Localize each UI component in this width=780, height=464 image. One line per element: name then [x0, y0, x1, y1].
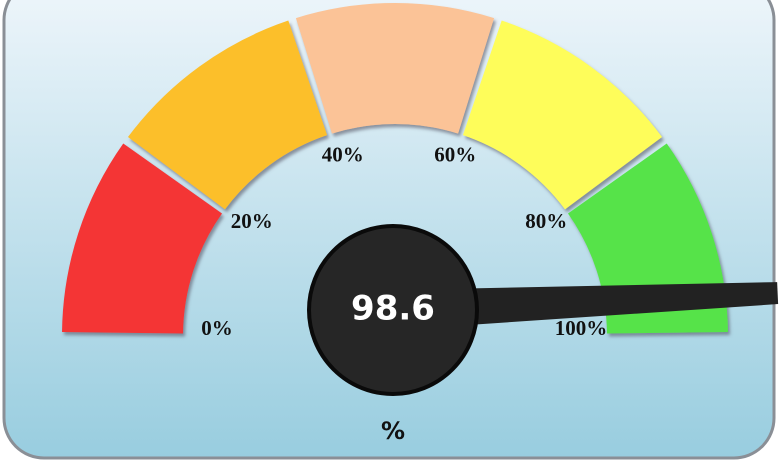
gauge-band: [62, 143, 223, 334]
gauge-band: [462, 20, 663, 210]
units-label: %: [381, 417, 405, 445]
needle: [392, 282, 779, 330]
tick-label: 20%: [231, 209, 273, 233]
tick-label: 40%: [322, 143, 364, 167]
tick-label: 80%: [525, 209, 567, 233]
value-label: 98.6: [351, 289, 435, 329]
tick-label: 100%: [555, 316, 608, 340]
tick-label: 60%: [434, 143, 476, 167]
hub: [307, 224, 479, 396]
tick-label: 0%: [201, 316, 233, 340]
gauge-band: [295, 3, 495, 134]
gauge-band: [127, 20, 328, 210]
